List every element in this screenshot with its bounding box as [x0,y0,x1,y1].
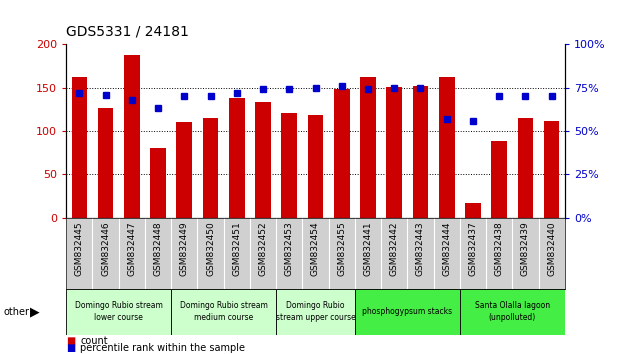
Text: GSM832448: GSM832448 [153,221,163,276]
Text: GSM832442: GSM832442 [390,221,399,276]
Bar [413,86,428,218]
Text: GSM832440: GSM832440 [547,221,556,276]
Text: phosphogypsum stacks: phosphogypsum stacks [362,307,452,316]
Text: ■: ■ [66,343,76,353]
Bar [276,289,355,335]
Bar [71,77,87,218]
Bar [150,148,166,218]
Bar [98,108,114,218]
Text: GSM832437: GSM832437 [468,221,478,276]
Bar [492,141,507,218]
Bar [517,118,533,218]
Text: GSM832447: GSM832447 [127,221,136,276]
Text: ▶: ▶ [30,305,40,318]
Bar [308,115,323,218]
Text: Santa Olalla lagoon
(unpolluted): Santa Olalla lagoon (unpolluted) [475,301,550,322]
Text: GSM832444: GSM832444 [442,221,451,276]
Bar [334,89,350,218]
Bar [255,102,271,218]
Text: GSM832439: GSM832439 [521,221,530,276]
Bar [460,289,565,335]
Bar [360,77,376,218]
Bar [124,55,139,218]
Text: GSM832453: GSM832453 [285,221,294,276]
Text: Domingo Rubio stream
lower course: Domingo Rubio stream lower course [75,301,163,322]
Text: GSM832445: GSM832445 [75,221,84,276]
Text: GSM832438: GSM832438 [495,221,504,276]
Text: GSM832452: GSM832452 [259,221,268,276]
Text: GSM832451: GSM832451 [232,221,241,276]
Bar [544,121,560,218]
Text: GSM832449: GSM832449 [180,221,189,276]
Bar [203,118,218,218]
Bar [465,203,481,218]
Text: GDS5331 / 24181: GDS5331 / 24181 [66,25,189,39]
Text: GSM832441: GSM832441 [363,221,372,276]
Text: GSM832446: GSM832446 [101,221,110,276]
Text: Domingo Rubio
stream upper course: Domingo Rubio stream upper course [276,301,355,322]
Text: GSM832450: GSM832450 [206,221,215,276]
Bar [355,289,460,335]
Bar [386,87,402,218]
Text: percentile rank within the sample: percentile rank within the sample [80,343,245,353]
Bar [229,98,245,218]
Bar [177,122,192,218]
Text: GSM832443: GSM832443 [416,221,425,276]
Bar [281,113,297,218]
Bar [439,77,454,218]
Text: count: count [80,336,108,346]
Text: GSM832455: GSM832455 [337,221,346,276]
Text: other: other [3,307,29,316]
Text: Domingo Rubio stream
medium course: Domingo Rubio stream medium course [180,301,268,322]
Bar [171,289,276,335]
Text: ■: ■ [66,336,76,346]
Bar [66,289,171,335]
Text: GSM832454: GSM832454 [311,221,320,276]
